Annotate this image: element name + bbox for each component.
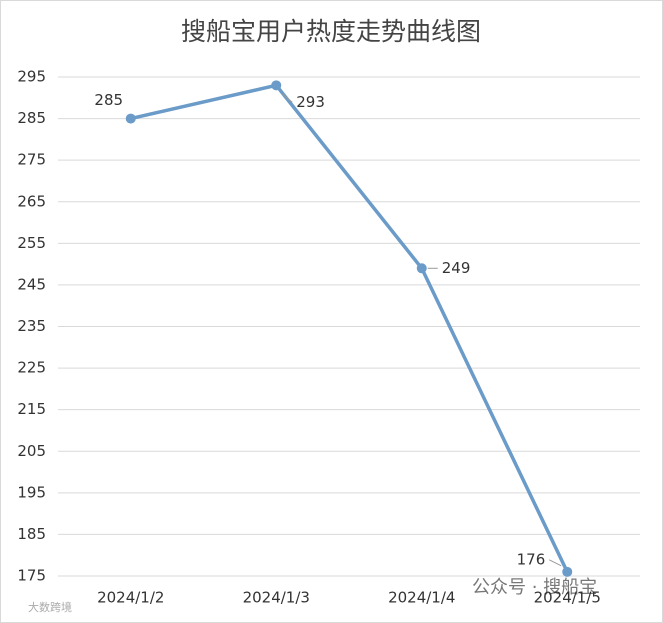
y-tick-label: 285 xyxy=(17,109,46,127)
y-tick-label: 245 xyxy=(17,275,46,293)
y-tick-label: 215 xyxy=(17,400,46,418)
y-tick-label: 295 xyxy=(17,68,46,86)
y-tick-label: 255 xyxy=(17,234,46,252)
leader-line xyxy=(281,93,293,103)
y-tick-label: 185 xyxy=(17,525,46,543)
corner-watermark: 大数跨境 xyxy=(28,600,72,614)
marker xyxy=(416,263,427,274)
y-tick-label: 175 xyxy=(17,567,46,585)
marker xyxy=(271,80,282,91)
x-tick-label: 2024/1/4 xyxy=(388,589,455,607)
x-tick-label: 2024/1/5 xyxy=(534,589,601,607)
data-label: 293 xyxy=(296,93,325,111)
y-tick-label: 195 xyxy=(17,483,46,501)
y-tick-label: 275 xyxy=(17,151,46,169)
y-tick-label: 235 xyxy=(17,317,46,335)
x-tick-label: 2024/1/3 xyxy=(243,589,310,607)
y-tick-label: 265 xyxy=(17,192,46,210)
watermark: 公众号 · 搜船宝 xyxy=(472,577,597,598)
line xyxy=(130,83,569,573)
y-tick-label: 205 xyxy=(17,442,46,460)
data-label: 249 xyxy=(442,259,471,277)
x-tick-label: 2024/1/2 xyxy=(97,589,164,607)
chart-title: 搜船宝用户热度走势曲线图 xyxy=(181,17,481,46)
marker xyxy=(125,113,136,124)
marker xyxy=(562,566,573,577)
data-label: 285 xyxy=(94,91,123,109)
data-label: 176 xyxy=(517,550,546,568)
y-tick-label: 225 xyxy=(17,359,46,377)
leader-line xyxy=(549,559,562,567)
